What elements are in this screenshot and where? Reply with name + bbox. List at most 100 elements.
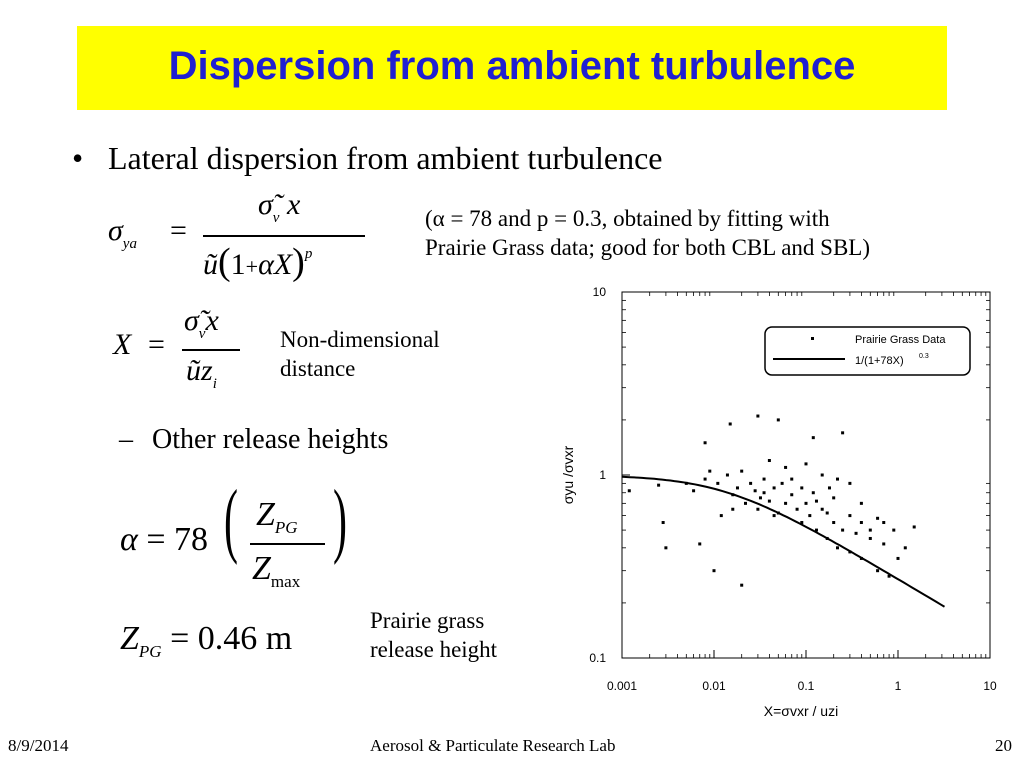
sub-bullet-text: Other release heights [152,424,389,455]
data-point [882,542,886,546]
data-point [836,477,840,481]
legend-point-marker [811,337,814,340]
data-point [848,481,852,485]
bullet-marker: • [72,140,84,176]
data-point [772,486,776,490]
x-tick-label: 0.01 [702,679,726,693]
data-point [882,521,886,525]
data-point [762,477,766,481]
slide-title: Dispersion from ambient turbulence [168,44,856,88]
data-point [903,546,907,550]
data-point [719,514,723,518]
data-point [735,486,739,490]
data-point [661,521,665,525]
x-tick-label: 0.001 [607,679,637,693]
x-axis-label: X=σvxr / uzi [764,703,838,719]
alpha-note: (α = 78 and p = 0.3, obtained by fitting… [425,204,870,262]
data-point [703,441,707,445]
nondim-line2: distance [280,356,356,381]
data-point [756,507,760,511]
prairie-note: Prairie grass release height [370,606,497,664]
footer-lab: Aerosol & Particulate Research Lab [370,736,616,755]
data-point [784,465,788,469]
data-point [814,528,818,532]
bullet-text: Lateral dispersion from ambient turbulen… [108,140,663,176]
data-point [876,569,880,573]
prairie-line1: Prairie grass [370,608,485,633]
data-point [780,481,784,485]
data-point [790,477,794,481]
data-point [811,436,815,440]
data-point [758,496,762,500]
data-point [896,556,900,560]
data-point [753,489,757,493]
data-point [725,473,729,477]
data-point [836,546,840,550]
data-point [708,469,712,473]
data-point [767,459,771,463]
data-point [772,514,776,518]
legend-box [764,326,971,376]
title-box: Dispersion from ambient turbulence [77,26,947,110]
data-point [627,489,631,493]
data-point [841,431,845,435]
x-tick-label: 0.1 [798,679,815,693]
footer-page-number: 20 [995,736,1012,755]
data-point [712,569,716,573]
data-point [827,486,831,490]
y-tick-label: 1 [599,468,606,482]
data-point [859,521,863,525]
data-point [744,501,748,505]
data-point [811,491,815,495]
data-point [756,414,760,418]
data-point [767,499,771,503]
data-point [832,521,836,525]
data-point [740,469,744,473]
data-point [703,477,707,481]
data-point [731,507,735,511]
data-point [868,528,872,532]
sub-bullet-marker: – [119,424,133,455]
data-point [692,489,696,493]
data-point [664,546,668,550]
data-point [848,514,852,518]
data-point [854,531,858,535]
y-tick-label: 0.1 [589,651,606,665]
data-point [776,418,780,422]
data-point [762,491,766,495]
data-point [814,499,818,503]
data-point [825,511,829,515]
legend-points-label: Prairie Grass Data [855,334,946,346]
data-point [657,483,661,487]
data-point [876,516,880,520]
data-point [887,574,891,578]
nondim-line1: Non-dimensional [280,327,440,352]
y-tick-label: 10 [593,285,607,299]
footer-date: 8/9/2014 [8,736,69,755]
y-axis-label: σyu /σvxr [560,445,576,504]
legend-line-label: 1/(1+78X) [855,355,904,367]
x-tick-label: 1 [895,679,902,693]
data-point [841,528,845,532]
data-point [740,583,744,587]
data-point [808,514,812,518]
alpha-note-line2: Prairie Grass data; good for both CBL an… [425,235,871,260]
nondim-note: Non-dimensional distance [280,325,440,383]
data-point [716,481,720,485]
alpha-note-line1: (α = 78 and p = 0.3, obtained by fitting… [425,206,830,231]
data-point [912,525,916,529]
data-point [892,528,896,532]
data-point [804,501,808,505]
x-tick-label: 10 [983,679,997,693]
prairie-line2: release height [370,637,498,662]
data-point [790,493,794,497]
data-point [804,462,808,466]
data-point [698,542,702,546]
dispersion-chart: 0.001 0.01 0.1 1 10 0.1 1 10 X=σvxr / uzi σyu /σv… [560,285,997,719]
data-point [728,422,732,426]
fit-curve [621,475,946,608]
data-point [800,486,804,490]
data-point [784,501,788,505]
data-point [795,507,799,511]
data-point [868,536,872,540]
